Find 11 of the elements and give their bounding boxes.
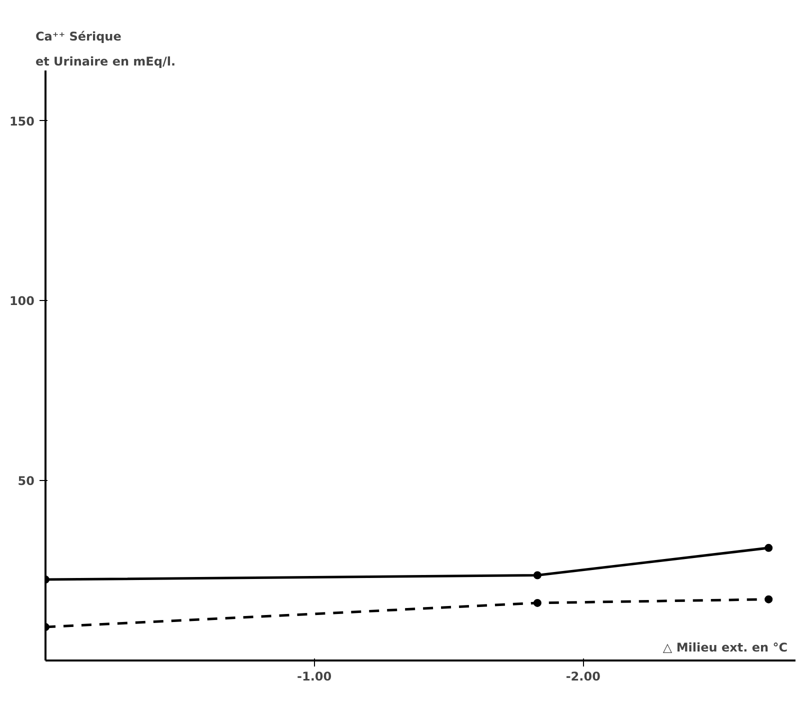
y-tick-label: 100 (9, 294, 35, 308)
x-tick-label: -1.00 (297, 670, 332, 684)
y-tick-label: 150 (9, 114, 35, 128)
point (764, 544, 773, 552)
point (533, 598, 542, 607)
point (764, 595, 773, 604)
y-tick-label: 50 (18, 474, 35, 488)
y-axis-title: Ca⁺⁺ Sérique et Urinaire en mEq/l. (36, 29, 176, 68)
x-tick-label: -2.00 (566, 670, 600, 684)
x-axis-title: △ Milieu ext. en °C (662, 640, 788, 654)
point (533, 571, 542, 580)
